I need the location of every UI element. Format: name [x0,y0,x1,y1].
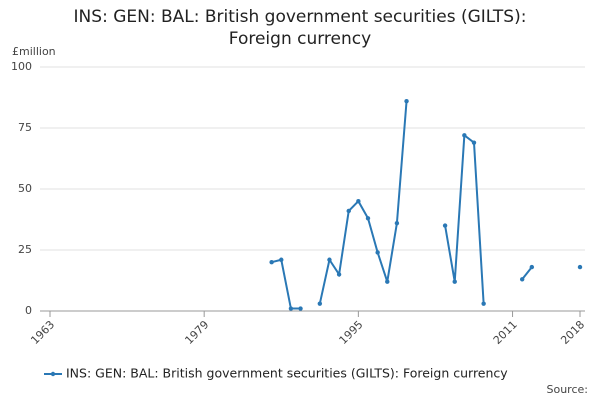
y-axis-label: £million [12,45,56,58]
point [269,260,274,265]
line [521,266,533,280]
x-tick-label: 2018 [558,318,587,347]
point [365,216,371,221]
y-tick-label: 75 [18,121,32,134]
point [327,257,332,262]
point [404,98,409,104]
point [317,301,323,306]
point [288,306,294,311]
point [519,277,525,282]
source-label: Source: [547,383,589,396]
point [375,250,380,255]
point [346,208,351,214]
x-tick-label: 1963 [28,318,57,347]
legend-label: INS: GEN: BAL: British government securi… [66,366,508,381]
point [279,257,284,262]
point [298,306,303,311]
point [481,301,486,306]
y-tick-label: 0 [25,304,32,317]
point [442,223,448,228]
x-tick-label: 2011 [491,318,520,347]
point [452,279,457,284]
point [336,272,342,277]
y-tick-label: 25 [18,243,32,256]
line [444,133,485,304]
y-tick-label: 50 [18,182,32,195]
chart-title: INS: GEN: BAL: British government securi… [73,7,527,49]
legend-marker [50,371,56,377]
point [471,140,477,145]
line [318,101,408,304]
point [394,220,400,226]
point [462,133,467,138]
point [529,264,535,270]
y-tick-label: 100 [11,60,32,73]
line [271,258,301,310]
x-tick-label: 1995 [337,318,366,347]
point [385,279,390,284]
point [356,199,361,204]
point [577,264,583,270]
x-tick-label: 1979 [182,318,211,347]
